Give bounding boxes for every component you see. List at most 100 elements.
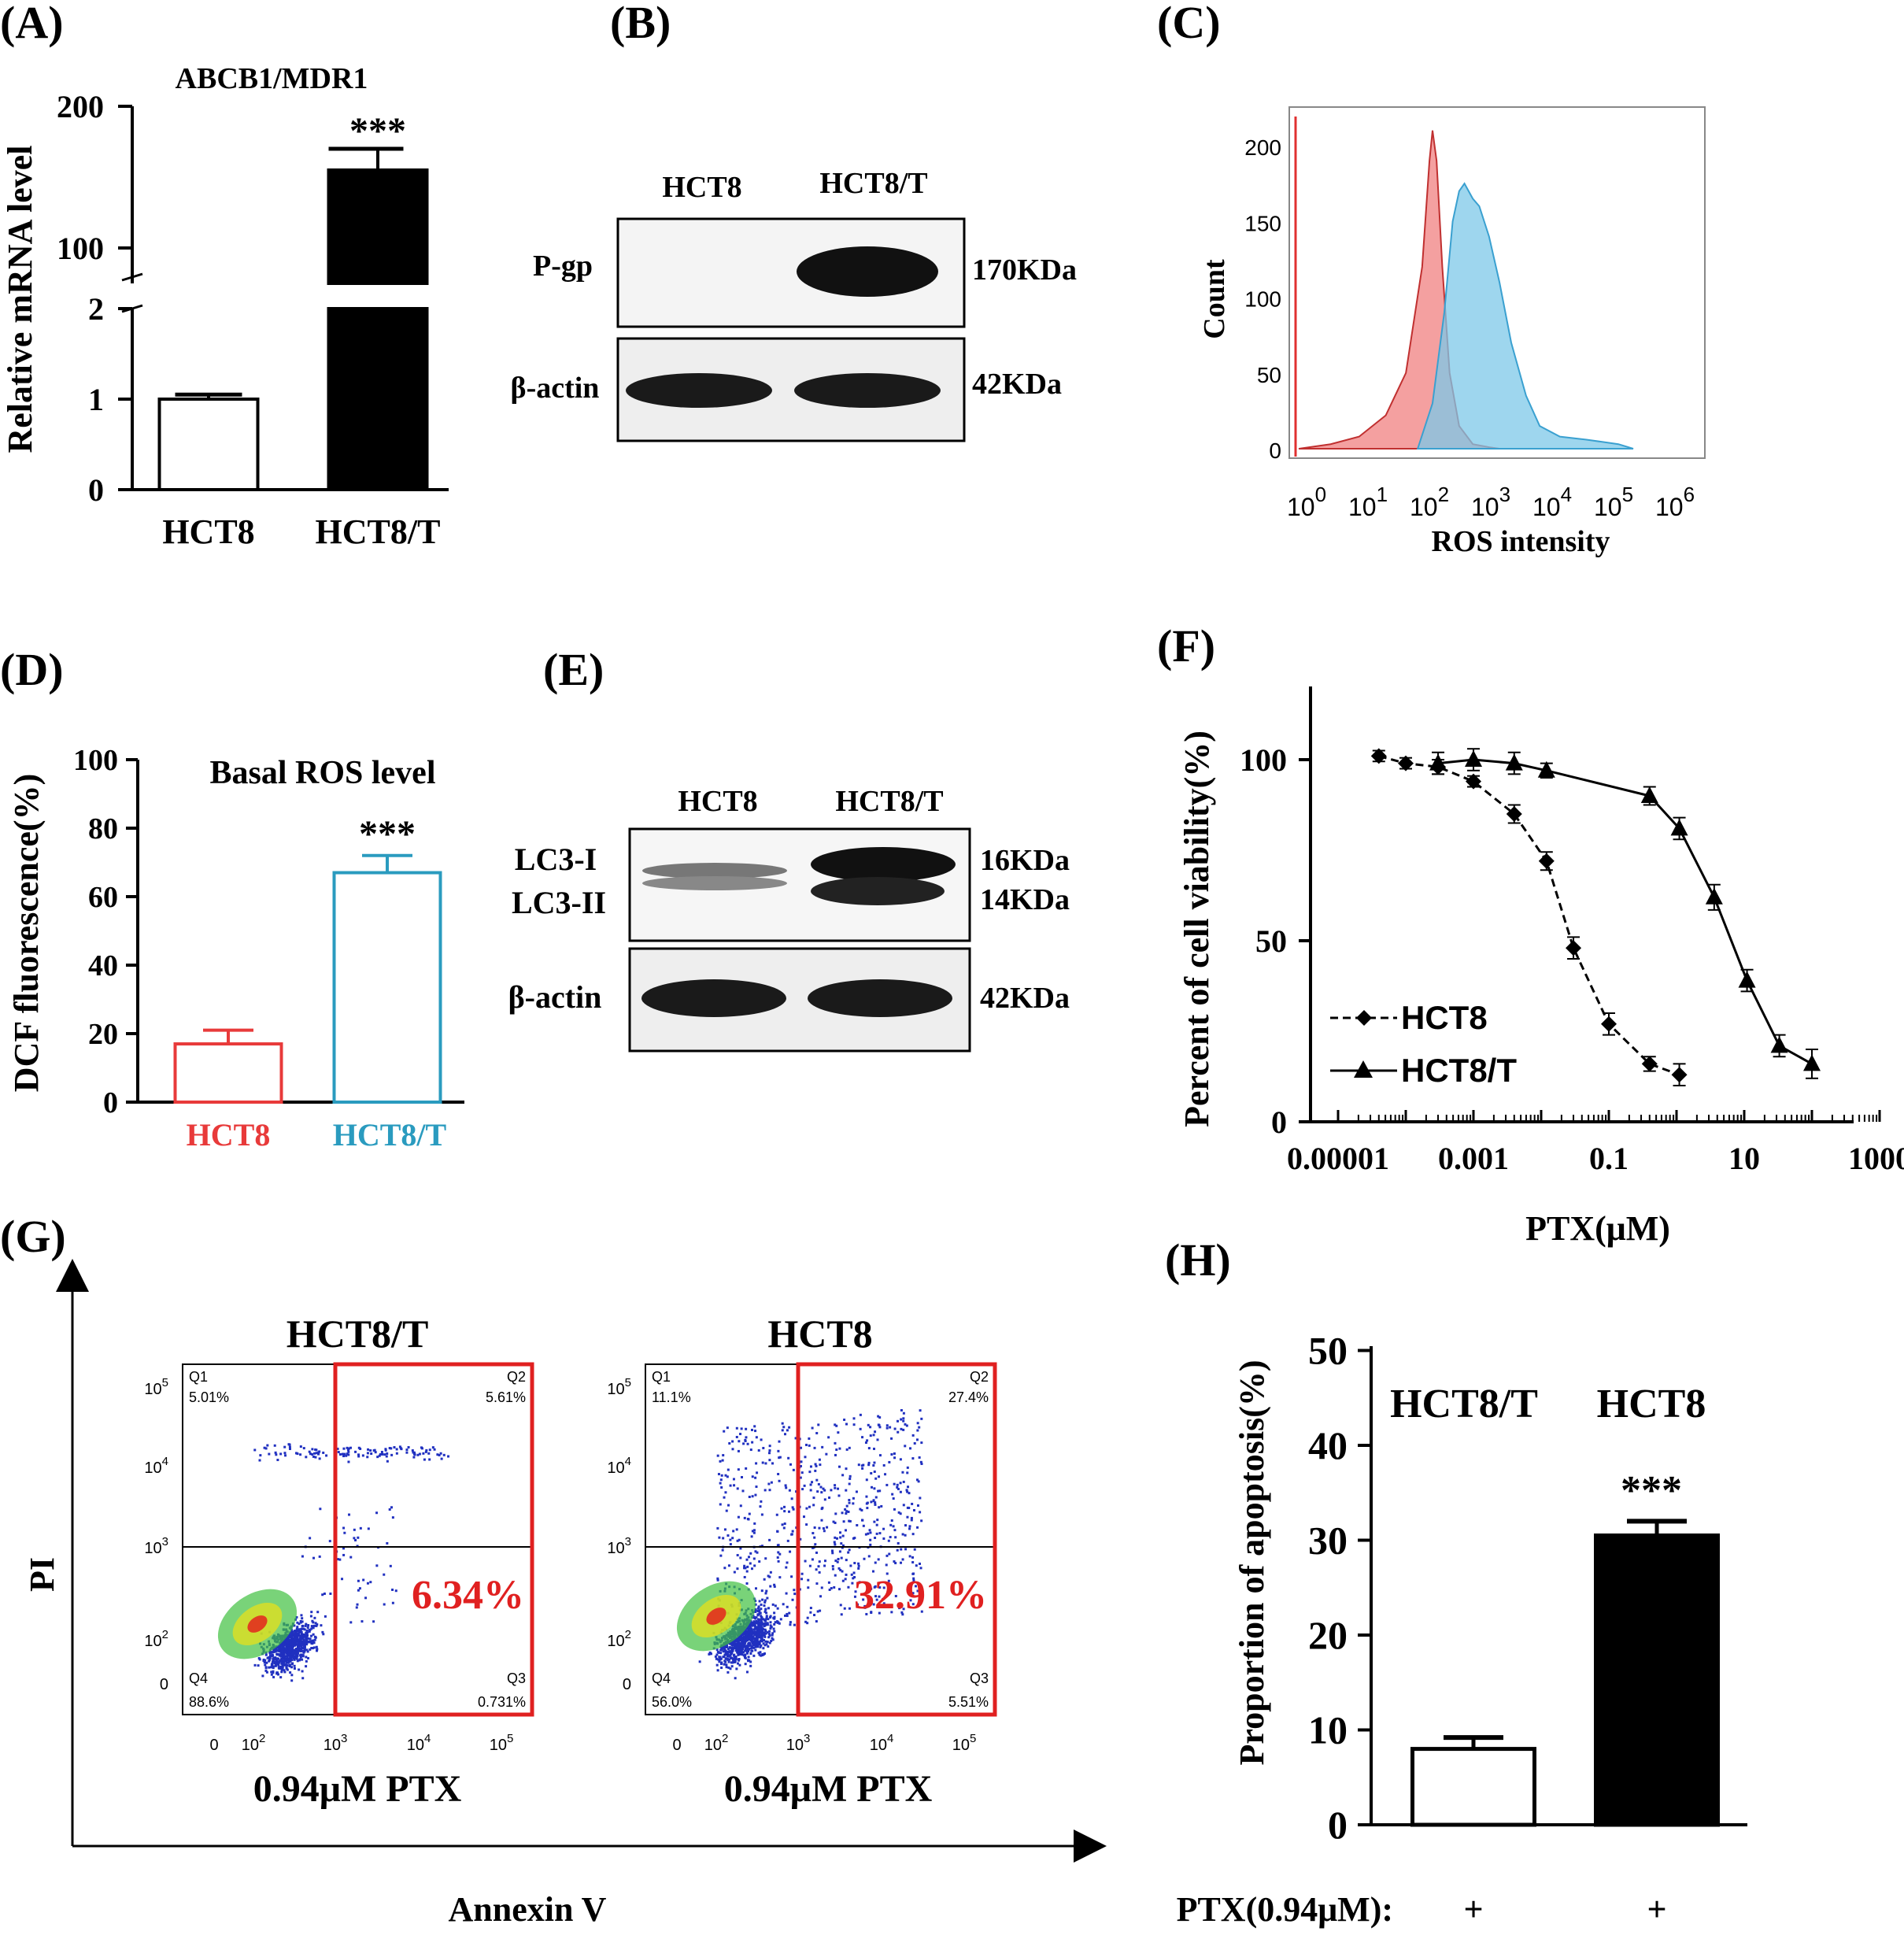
panel-f-ylabel: Percent of cell viability(%)	[1178, 731, 1216, 1127]
panel-g-quadrant-label: Q1	[652, 1369, 671, 1385]
panel-g-apoptosis-value: 6.34%	[412, 1573, 524, 1618]
panel-e-lane-0: HCT8	[678, 785, 757, 818]
panel-f-ytick: 0	[1271, 1104, 1287, 1140]
panel-d-bar	[332, 871, 442, 1104]
panel-d-chart: DCF fluorescence(%) Basal ROS level 0 20 4…	[7, 744, 464, 1152]
panel-g-treatment: 0.94μM PTX	[253, 1768, 462, 1810]
panel-c-xtick: 101	[1348, 483, 1388, 521]
panel-a-significance: ***	[349, 110, 406, 152]
panel-f-point-hct8	[1398, 755, 1414, 771]
panel-h-chart: Proportion of apoptosis(%) 0 10 20 30 40 50 H…	[1177, 1329, 1747, 1929]
panel-h-ytick: 0	[1328, 1803, 1348, 1847]
panel-label-e: (E)	[543, 644, 604, 695]
panel-a-bar	[327, 307, 429, 491]
panel-g-quadrant-label: 5.61%	[486, 1389, 526, 1405]
panel-h-ytick: 30	[1308, 1519, 1348, 1563]
panel-h-cat-0: HCT8/T	[1390, 1382, 1538, 1426]
panel-f-point-hct8	[1370, 748, 1387, 764]
panel-e-protein-1: LC3-II	[512, 885, 606, 920]
panel-a-bar-upper	[327, 168, 429, 285]
panel-c-ytick: 50	[1257, 363, 1281, 387]
panel-g-plot-1: HCT8 Q1 11.1% Q2 27.4% Q4 56.0% Q3 5.51% 32.91% 0 1…	[607, 1312, 997, 1810]
panel-h-ytick: 20	[1308, 1613, 1348, 1657]
lc3-ii-band-hct8	[642, 876, 787, 890]
panel-label-h: (H)	[1165, 1234, 1231, 1286]
panel-f-point-hct8	[1466, 773, 1481, 790]
panel-b-protein-0: P-gp	[533, 250, 593, 283]
panel-e-size-1: 14KDa	[980, 883, 1070, 916]
panel-f-xtick: 1000	[1848, 1141, 1904, 1176]
panel-a-title: ABCB1/MDR1	[176, 62, 368, 95]
panel-a-ytick: 200	[57, 89, 104, 124]
panel-c-ytick: 200	[1244, 135, 1281, 160]
panel-a-xtick-1: HCT8/T	[316, 512, 441, 551]
panel-f-point-hct8t	[1770, 1036, 1788, 1053]
panel-a-ytick: 0	[88, 472, 104, 508]
panel-e-protein-0: LC3-I	[515, 842, 597, 877]
panel-h-cat-1: HCT8	[1597, 1382, 1706, 1426]
panel-c-ytick: 100	[1244, 287, 1281, 312]
panel-h-bar	[1594, 1533, 1720, 1827]
panel-f-xtick: 0.00001	[1287, 1141, 1389, 1176]
panel-g-quadrant-label: 56.0%	[652, 1694, 692, 1710]
panel-h-treatment-label: PTX(0.94μM):	[1177, 1890, 1393, 1929]
panel-g-xtick: 105	[952, 1732, 977, 1754]
panel-g-quadrant-label: 5.51%	[948, 1694, 989, 1710]
panel-c-xlabel: ROS intensity	[1432, 525, 1610, 558]
actin-band-hct8t	[794, 373, 941, 408]
panel-e-size-2: 42KDa	[980, 982, 1070, 1015]
panel-label-g: (G)	[0, 1211, 66, 1262]
panel-g-apoptosis-gate	[333, 1362, 534, 1717]
panel-e-blot: HCT8 HCT8/T LC3-I LC3-II β-actin 16KDa 1…	[508, 785, 1070, 1053]
panel-c-xtick: 103	[1471, 483, 1510, 521]
panel-a-ytick: 2	[88, 291, 104, 327]
panel-f-ytick: 50	[1255, 923, 1287, 959]
panel-f-point-hct8t	[1429, 753, 1447, 771]
lc3-i-band-hct8	[642, 863, 787, 879]
panel-g-ytick: 105	[607, 1376, 631, 1398]
panel-f-point-hct8	[1601, 1016, 1617, 1032]
panel-f-point-hct8t	[1505, 753, 1523, 771]
panel-d-title: Basal ROS level	[209, 755, 435, 791]
panel-d-ytick: 0	[103, 1086, 118, 1119]
pgp-band-hct8t	[797, 246, 938, 297]
panel-g-quadrant-label: 27.4%	[948, 1389, 989, 1405]
panel-d-bar	[173, 1042, 283, 1104]
panel-g-ytick: 104	[144, 1455, 168, 1477]
panel-g-ytick: 102	[144, 1628, 168, 1650]
panel-g-plot-0: HCT8/T Q1 5.01% Q2 5.61% Q4 88.6% Q3 0.731% 6.34%…	[144, 1312, 534, 1810]
panel-b-size-1: 42KDa	[972, 368, 1062, 401]
panel-label-b: (B)	[610, 0, 671, 48]
panel-g-quadrant-label: Q2	[507, 1369, 526, 1385]
panel-h-significance: ***	[1621, 1468, 1682, 1513]
actin-band-e-hct8t	[808, 979, 952, 1017]
panel-g-xtick: 0	[209, 1737, 218, 1754]
panel-c-ytick: 150	[1244, 211, 1281, 235]
panel-g-quadrant-label: Q3	[507, 1670, 526, 1686]
panel-f-point-hct8	[1506, 806, 1522, 822]
panel-g-ytick: 103	[144, 1535, 168, 1557]
panel-g-ytick: 0	[623, 1676, 631, 1693]
panel-g-xtick: 103	[786, 1732, 811, 1754]
panel-f-point-hct8t	[1640, 786, 1658, 803]
panel-f-legend-0: HCT8	[1401, 999, 1488, 1036]
panel-g-apoptosis-gate	[796, 1362, 997, 1717]
panel-f-xlabel: PTX(μM)	[1525, 1209, 1670, 1248]
panel-f-point-hct8t	[1705, 887, 1723, 905]
panel-e-size-0: 16KDa	[980, 844, 1070, 877]
panel-c-xtick: 105	[1594, 483, 1633, 521]
panel-d-ytick: 20	[88, 1018, 118, 1051]
panel-g-ytick: 0	[160, 1676, 168, 1693]
panel-f-point-hct8t	[1537, 760, 1555, 778]
panel-f-xtick: 0.001	[1438, 1141, 1509, 1176]
panel-f-point-hct8	[1566, 940, 1582, 956]
actin-band-e-hct8	[641, 979, 786, 1017]
panel-d-ylabel: DCF fluorescence(%)	[7, 774, 46, 1092]
panel-g-treatment: 0.94μM PTX	[724, 1768, 933, 1810]
panel-g-quadrant-label: Q2	[970, 1369, 989, 1385]
panel-g-quadrant-label: 5.01%	[189, 1389, 229, 1405]
panel-f-point-hct8t	[1670, 819, 1688, 836]
panel-c-xtick: 102	[1410, 483, 1449, 521]
